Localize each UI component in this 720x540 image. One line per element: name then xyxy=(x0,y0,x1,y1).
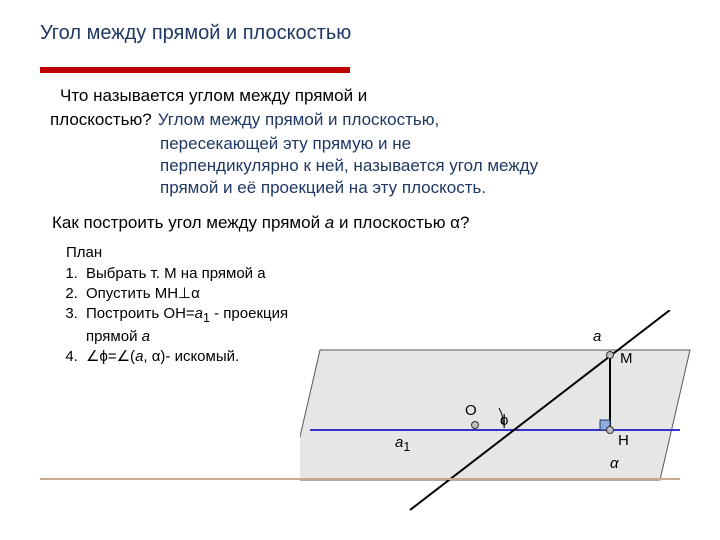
point-M xyxy=(607,352,614,359)
question-1-block: Что называется углом между прямой и плос… xyxy=(40,85,680,199)
q2-pre: Как построить угол между прямой xyxy=(52,213,325,232)
question-1-line2: плоскостью? xyxy=(50,109,152,131)
label-O: O xyxy=(465,402,477,419)
slide: Угол между прямой и плоскостью Что назыв… xyxy=(0,0,720,540)
plane-alpha xyxy=(300,350,690,480)
accent-bar xyxy=(40,67,350,73)
plan-item-2: Опустить MH⊥α xyxy=(82,284,290,304)
label-a: a xyxy=(593,328,601,345)
answer-line2: пересекающей эту прямую и не xyxy=(50,133,680,155)
plan-item-4: ∠ϕ=∠(a, α)- искомый. xyxy=(82,347,290,367)
bottom-rule xyxy=(40,478,680,480)
q2-mid: и плоскостью α? xyxy=(334,213,469,232)
label-phi: ϕ xyxy=(500,412,508,429)
plan-item-1: Выбрать т. M на прямой a xyxy=(82,264,290,284)
plan-block: План Выбрать т. M на прямой a Опустить M… xyxy=(40,243,290,367)
point-O xyxy=(472,422,479,429)
q2-a: a xyxy=(325,213,334,232)
plan-item-3: Построить OH=a1 - проекция прямой a xyxy=(82,304,290,347)
slide-title: Угол между прямой и плоскостью xyxy=(40,22,680,45)
label-a1: a1 xyxy=(395,434,410,454)
question-2: Как построить угол между прямой a и плос… xyxy=(40,213,680,233)
label-alpha: α xyxy=(610,455,619,472)
answer-line3: перпендикулярно к ней, называется угол м… xyxy=(50,155,680,177)
answer-line1: Углом между прямой и плоскостью, xyxy=(158,109,680,131)
label-H: H xyxy=(618,432,629,449)
label-M: M xyxy=(620,350,633,367)
question-1-line1: Что называется углом между прямой и xyxy=(50,85,680,107)
point-H xyxy=(607,427,614,434)
plan-title: План xyxy=(56,243,290,263)
plan-list: Выбрать т. M на прямой a Опустить MH⊥α П… xyxy=(56,264,290,368)
answer-line4: прямой и её проекцией на эту плоскость. xyxy=(50,177,680,199)
geometry-diagram: a M O ϕ H a1 α xyxy=(300,310,700,520)
